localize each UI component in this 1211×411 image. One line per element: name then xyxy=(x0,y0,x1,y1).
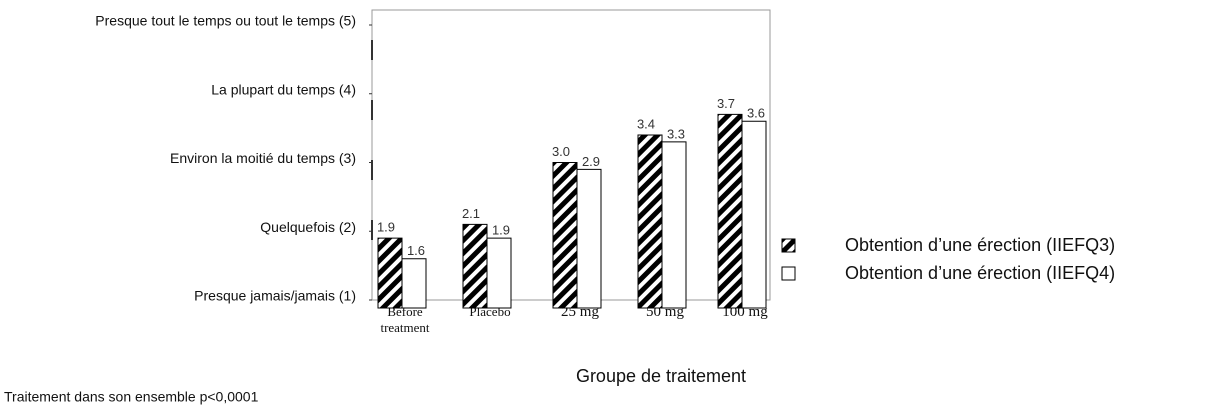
bar xyxy=(486,237,512,309)
bar xyxy=(576,168,602,309)
x-axis-label: Groupe de traitement xyxy=(576,366,746,386)
x-tick-label-box: Before treatment xyxy=(380,304,430,335)
y-tick-label: La plupart du temps (4) xyxy=(211,81,356,97)
data-label: 1.6 xyxy=(407,243,425,258)
bar xyxy=(637,134,663,309)
bar xyxy=(462,223,488,309)
bar xyxy=(401,258,427,309)
data-label: 2.9 xyxy=(582,154,600,169)
bar xyxy=(552,162,578,309)
y-tick-label: Presque tout le temps ou tout le temps (… xyxy=(95,13,356,29)
x-tick-label-box: 100 mg xyxy=(722,304,767,320)
legend-swatch xyxy=(781,238,796,253)
legend-label: Obtention d’une érection (IIEFQ3) xyxy=(845,235,1115,255)
legend-label: Obtention d’une érection (IIEFQ4) xyxy=(845,263,1115,283)
legend-swatch xyxy=(781,266,796,281)
bar xyxy=(661,141,687,309)
bar xyxy=(377,237,403,309)
x-tick-label-box: Placebo xyxy=(469,304,510,319)
x-tick-label-box: 25 mg xyxy=(561,304,599,320)
data-label: 3.3 xyxy=(667,126,685,141)
y-tick-label: Environ la moitié du temps (3) xyxy=(170,150,356,166)
data-label: 1.9 xyxy=(492,223,510,238)
bar xyxy=(741,120,767,309)
y-tick-label: Quelquefois (2) xyxy=(260,219,356,235)
bar xyxy=(717,113,743,309)
data-label: 2.1 xyxy=(462,206,480,221)
data-label: 1.9 xyxy=(377,220,395,235)
x-tick-label-box: 50 mg xyxy=(646,304,684,320)
y-tick-label: Presque jamais/jamais (1) xyxy=(194,288,356,304)
data-label: 3.6 xyxy=(747,106,765,121)
footnote: Traitement dans son ensemble p<0,0001 xyxy=(4,389,259,405)
data-label: 3.4 xyxy=(637,116,655,131)
data-label: 3.7 xyxy=(717,96,735,111)
x-tick-label: Before treatment xyxy=(380,304,430,335)
data-label: 3.0 xyxy=(552,144,570,159)
